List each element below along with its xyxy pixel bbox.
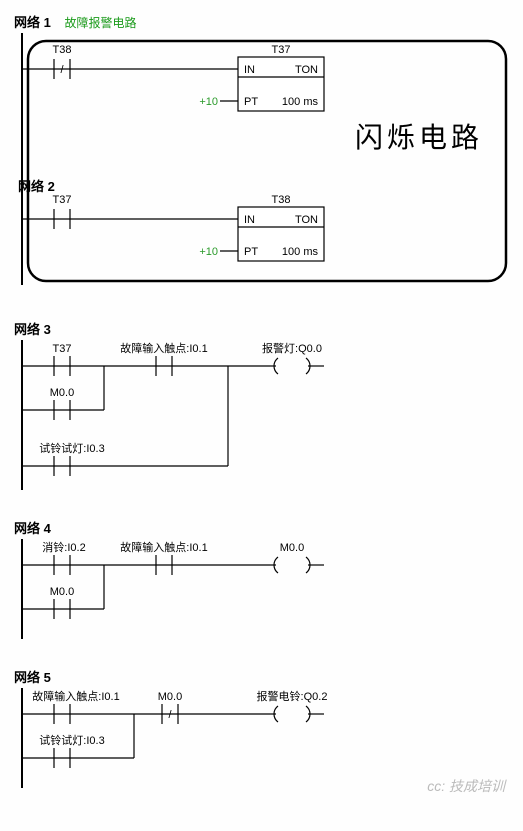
n1-timer-name: T37 xyxy=(272,44,291,56)
n3-r2c1: M0.0 xyxy=(50,387,74,399)
n2-contact-label: T37 xyxy=(53,194,72,206)
n3-c1: T37 xyxy=(53,343,72,355)
n2-timer-pt: PT xyxy=(244,246,258,258)
n2-timer-name: T38 xyxy=(272,194,291,206)
n1-timer-time: 100 ms xyxy=(282,96,319,108)
network-2-title: 网络 2 xyxy=(18,179,55,194)
n2-timer-time: 100 ms xyxy=(282,246,319,258)
n3-out: 报警灯:Q0.0 xyxy=(262,341,322,355)
network-1-title: 网络 1 故障报警电路 xyxy=(14,12,509,31)
net1-title-text: 网络 1 xyxy=(14,15,51,30)
n5-r2c1: 试铃试灯:I0.3 xyxy=(39,733,104,747)
n2-timer-preset: +10 xyxy=(199,246,218,258)
network-3-title: 网络 3 xyxy=(14,319,509,338)
n1-contact-label: T38 xyxy=(53,44,72,56)
n4-out: M0.0 xyxy=(280,542,304,554)
nc-slash-icon: / xyxy=(168,709,172,721)
n4-c1: 消铃:I0.2 xyxy=(42,540,85,554)
n5-c1: 故障输入触点:I0.1 xyxy=(32,689,119,703)
n1-timer-pt: PT xyxy=(244,96,258,108)
n1-timer-preset: +10 xyxy=(199,96,218,108)
net1-comment: 故障报警电路 xyxy=(64,16,136,30)
n3-r3c1: 试铃试灯:I0.3 xyxy=(39,441,104,455)
ladder-diagram-page: 闪烁电路 cc: 技成培训 网络 1 故障报警电路 T38 / T37 IN T… xyxy=(0,0,523,808)
net3-svg: T37 故障输入触点:I0.1 报警灯:Q0.0 M0.0 试铃试灯:I0.3 xyxy=(14,340,512,490)
flash-circuit-label: 闪烁电路 xyxy=(355,116,483,156)
n4-r2c1: M0.0 xyxy=(50,586,74,598)
net5-svg: 故障输入触点:I0.1 M0.0 / 报警电铃:Q0.2 试铃试灯:I0.3 xyxy=(14,688,512,788)
n5-c2: M0.0 xyxy=(158,691,182,703)
n1-timer-type: TON xyxy=(295,64,318,76)
watermark: cc: 技成培训 xyxy=(427,776,505,796)
n3-c2: 故障输入触点:I0.1 xyxy=(120,341,207,355)
n2-timer-in: IN xyxy=(244,214,255,226)
network-5-title: 网络 5 xyxy=(14,667,509,686)
nc-slash-icon: / xyxy=(60,64,64,76)
n2-timer-type: TON xyxy=(295,214,318,226)
n4-c2: 故障输入触点:I0.1 xyxy=(120,540,207,554)
network-4-title: 网络 4 xyxy=(14,518,509,537)
n5-out: 报警电铃:Q0.2 xyxy=(257,689,328,703)
flash-section-svg: T38 / T37 IN TON PT 100 ms +10 T37 T38 I… xyxy=(14,33,512,285)
net4-svg: 消铃:I0.2 故障输入触点:I0.1 M0.0 M0.0 xyxy=(14,539,512,639)
n1-timer-in: IN xyxy=(244,64,255,76)
